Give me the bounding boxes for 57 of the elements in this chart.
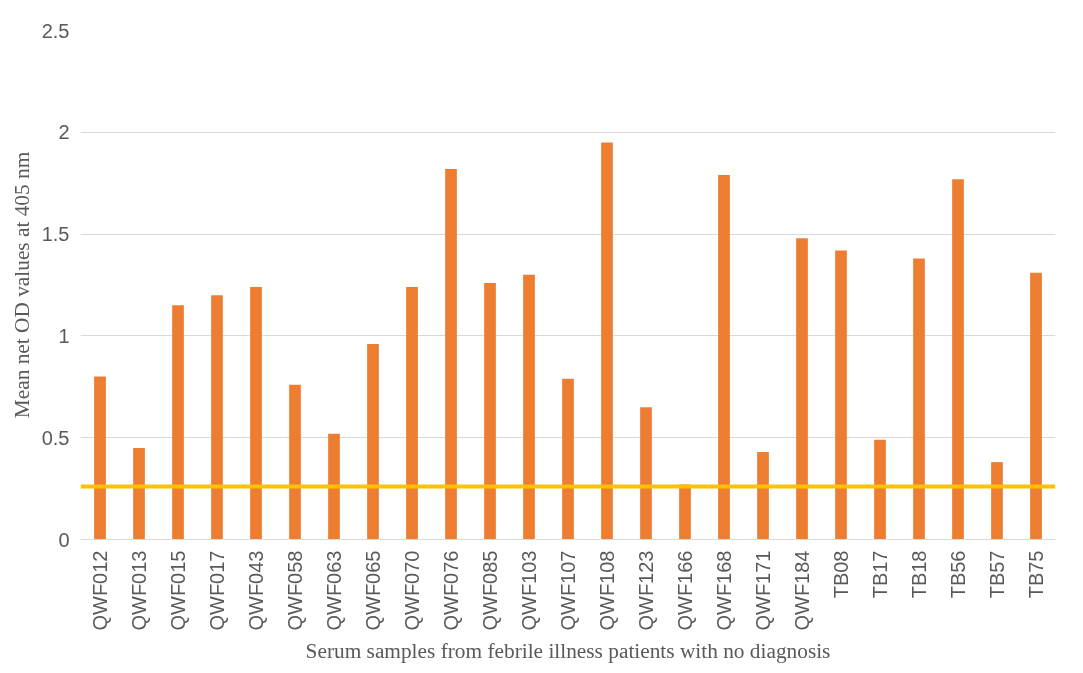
bar [406, 287, 418, 540]
bar [250, 287, 262, 540]
x-tick-label: QWF065 [362, 550, 384, 631]
x-axis-title: Serum samples from febrile illness patients with no diagnosis [305, 638, 831, 663]
bar [289, 384, 301, 540]
bar [484, 282, 496, 540]
bar [913, 258, 925, 540]
x-tick-label: QWF070 [401, 550, 423, 631]
y-tick-label: 1.5 [41, 223, 70, 246]
x-tick-label: QWF012 [89, 550, 111, 631]
x-tick-label: QWF013 [128, 550, 150, 631]
x-tick-label: QWF015 [167, 550, 189, 631]
x-tick-label: QWF085 [479, 550, 501, 631]
x-tick-label: QWF123 [635, 550, 657, 631]
y-axis-title: Mean net OD values at 405 nm [9, 151, 34, 419]
y-tick-label: 0 [58, 528, 70, 551]
x-tick-label: TB17 [869, 550, 891, 599]
bar [445, 168, 457, 540]
bar [328, 433, 340, 540]
bar [718, 175, 730, 540]
bar [172, 305, 184, 540]
bar [562, 378, 574, 540]
y-tick-label: 0.5 [41, 426, 70, 449]
bar [991, 462, 1003, 540]
bar [952, 179, 964, 540]
bar [601, 142, 613, 540]
x-tick-label: TB75 [1025, 550, 1047, 599]
x-tick-label: QWF107 [557, 550, 579, 631]
bar [1030, 272, 1042, 540]
x-tick-label: QWF171 [752, 550, 774, 631]
bar [94, 376, 106, 540]
bar [835, 250, 847, 540]
x-tick-label: TB57 [986, 550, 1008, 599]
bar [523, 274, 535, 540]
bar [874, 439, 886, 540]
x-tick-label: TB18 [908, 550, 930, 599]
y-tick-label: 2 [58, 121, 70, 144]
x-tick-label: QWF168 [713, 550, 735, 631]
bar [133, 447, 145, 540]
bar [640, 407, 652, 540]
bar [796, 238, 808, 540]
y-tick-label: 1 [58, 324, 70, 347]
x-tick-label: QWF043 [245, 550, 267, 631]
x-tick-label: TB08 [830, 550, 852, 599]
y-tick-label: 2.5 [41, 19, 70, 42]
x-tick-label: QWF166 [674, 550, 696, 631]
x-tick-label: QWF063 [323, 550, 345, 631]
bar [367, 344, 379, 540]
x-tick-label: QWF184 [791, 550, 813, 631]
x-tick-label: QWF017 [206, 550, 228, 631]
x-tick-label: TB56 [947, 550, 969, 599]
x-tick-label: QWF103 [518, 550, 540, 631]
bar [211, 295, 223, 540]
bar [757, 451, 769, 540]
x-tick-label: QWF058 [284, 550, 306, 631]
x-tick-label: QWF076 [440, 550, 462, 631]
x-tick-label: QWF108 [596, 550, 618, 631]
